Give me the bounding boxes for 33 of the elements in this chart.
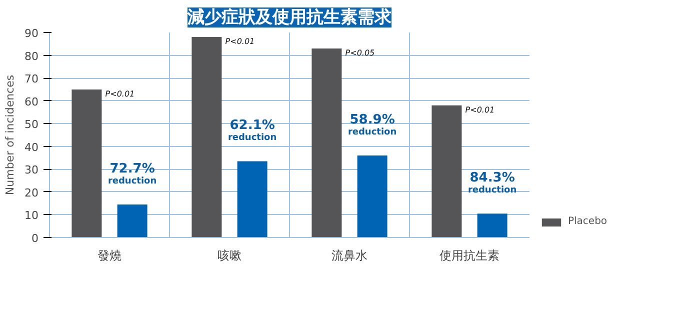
y-tick-label: 80 — [24, 50, 39, 63]
annotation: P<0.01 — [105, 89, 135, 98]
annotation: 62.1% reduction — [228, 118, 277, 144]
y-tick-label: 60 — [24, 95, 39, 108]
y-tick-label: 10 — [24, 209, 39, 222]
y-tick-label: 50 — [24, 118, 39, 132]
legend-label: Placebo — [568, 216, 608, 227]
y-tick-label: 70 — [24, 72, 39, 86]
annotation: P<0.01 — [465, 105, 495, 114]
annotation: 72.7% reduction — [108, 161, 157, 186]
y-tick-label: 0 — [32, 232, 38, 245]
bar — [312, 48, 342, 238]
x-tick-label: 咳嗽 — [218, 248, 242, 262]
bar — [117, 204, 148, 238]
bar — [237, 161, 268, 238]
annotation: P<0.01 — [225, 37, 255, 46]
annotation: 58.9% reduction — [348, 112, 397, 138]
annotation: P<0.05 — [345, 48, 375, 58]
bar — [192, 37, 222, 238]
y-tick-label: 30 — [24, 164, 39, 177]
bar — [477, 214, 508, 238]
x-tick-label: 流鼻水 — [332, 248, 368, 262]
y-axis-title: Number of incidences — [4, 74, 17, 196]
bar — [357, 156, 388, 238]
annotation: 84.3% reduction — [468, 170, 517, 196]
chart-title: 減少症狀及使用抗生素需求 — [186, 8, 392, 28]
x-tick-label: 發燒 — [98, 248, 122, 262]
bar — [72, 89, 102, 238]
bar — [432, 105, 462, 238]
y-tick-label: 90 — [24, 27, 39, 40]
y-tick-label: 40 — [24, 140, 39, 154]
y-tick-label: 20 — [24, 186, 39, 200]
x-tick-label: 使用抗生素 — [440, 248, 500, 262]
